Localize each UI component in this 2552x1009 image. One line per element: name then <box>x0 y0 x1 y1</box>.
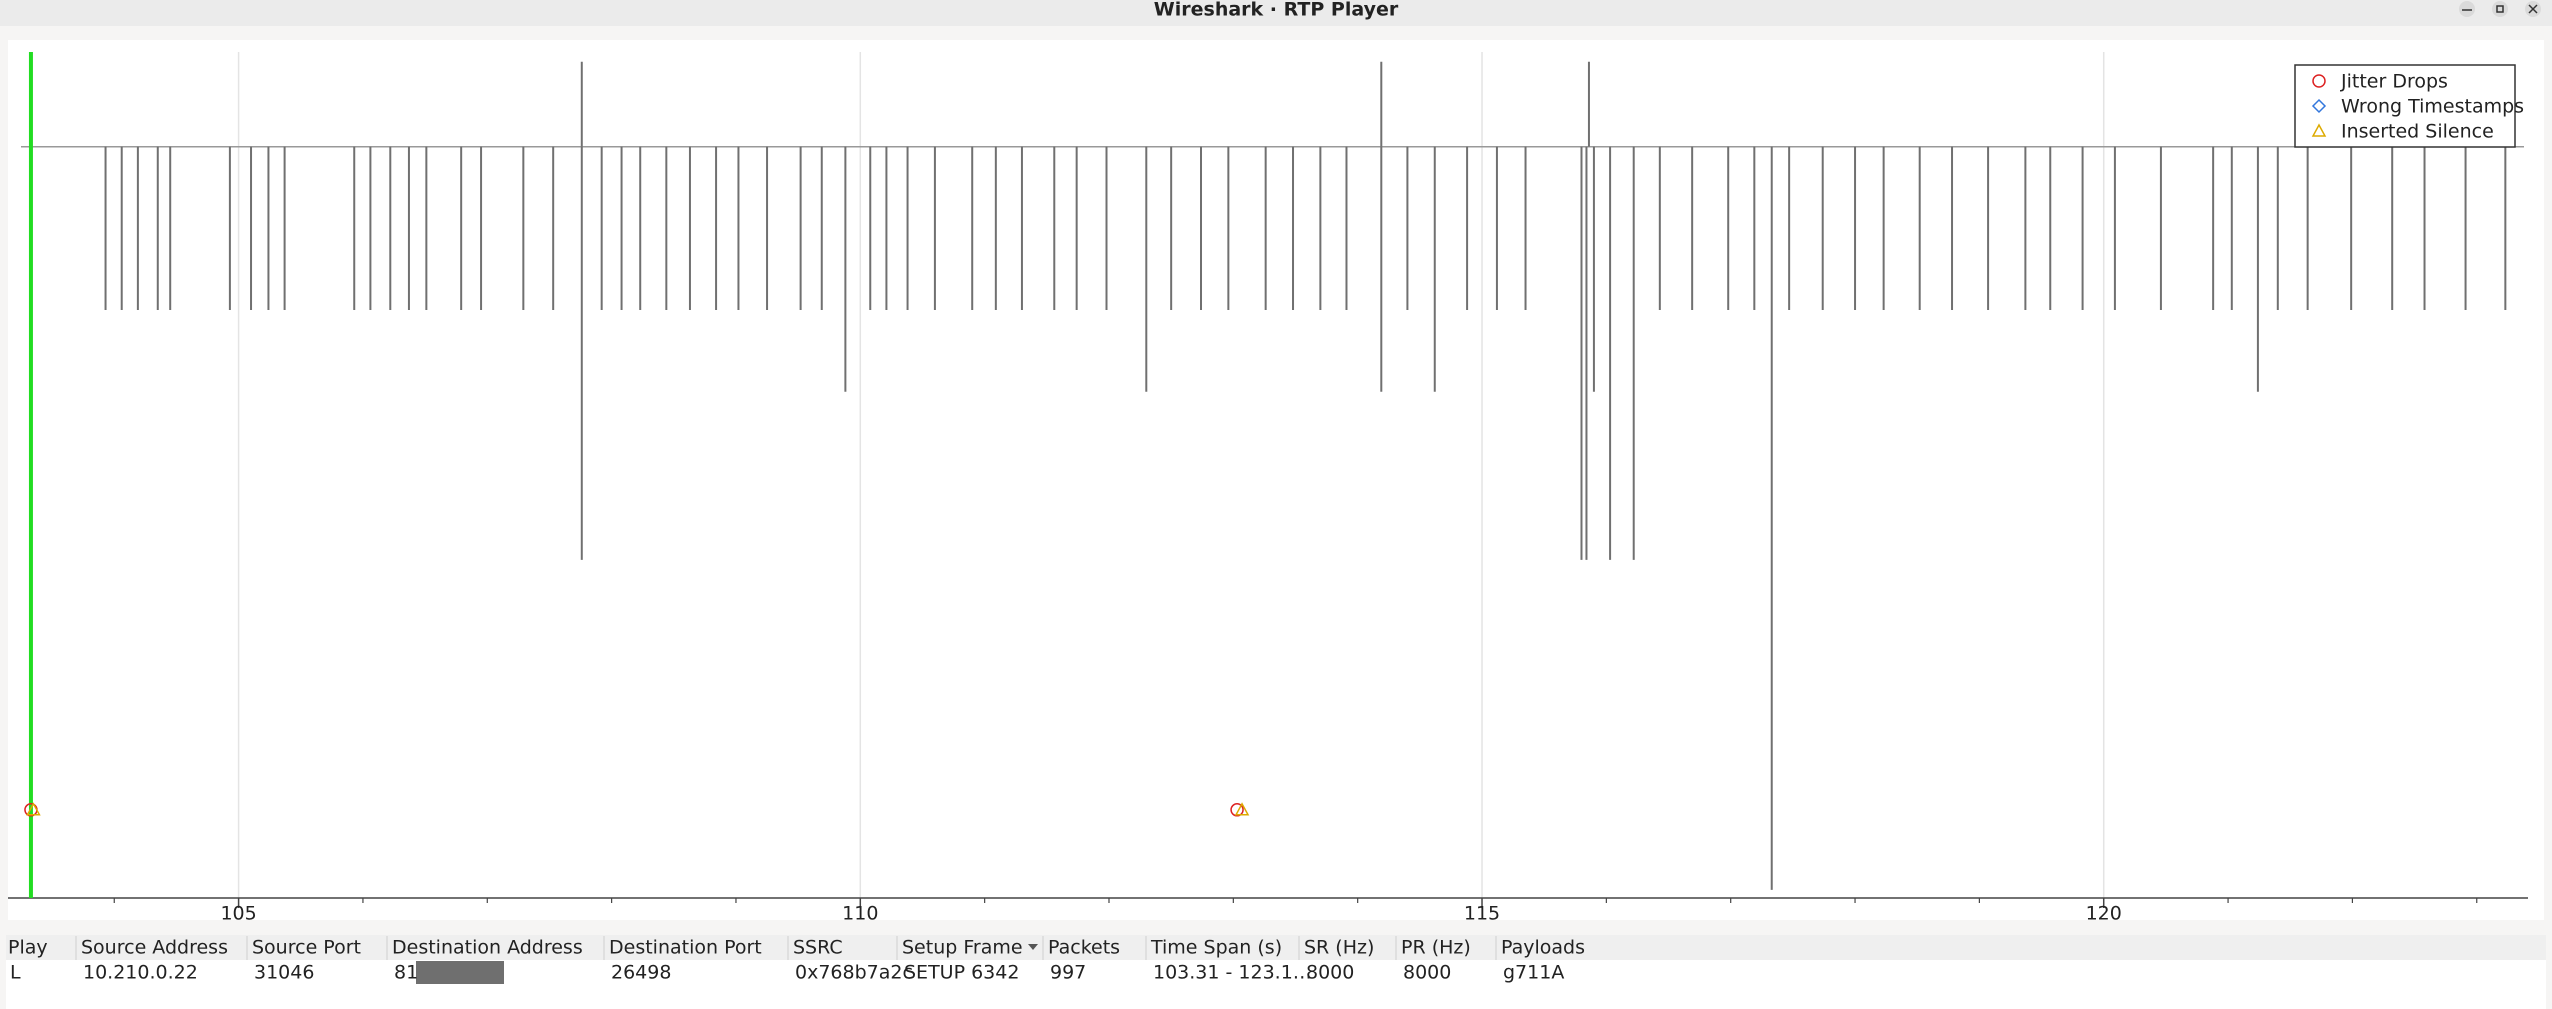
marker <box>1230 803 1244 817</box>
marker <box>26 802 41 816</box>
sort-indicator <box>1028 944 1038 950</box>
column-header[interactable]: Setup Frame <box>902 937 1023 959</box>
x-tick-label: 115 <box>1464 903 1500 925</box>
window-controls[interactable] <box>2459 1 2541 17</box>
column-header[interactable]: Packets <box>1048 937 1120 959</box>
table-cell: SETUP 6342 <box>904 962 1019 984</box>
column-header[interactable]: SR (Hz) <box>1304 937 1374 959</box>
column-header[interactable]: Payloads <box>1501 937 1585 959</box>
table-cell: 8000 <box>1306 962 1354 984</box>
table-cell: 81 <box>394 962 418 984</box>
column-header[interactable]: Destination Port <box>609 937 762 959</box>
table-cell: 103.31 - 123.1… <box>1153 962 1312 984</box>
table-cell: 8000 <box>1403 962 1451 984</box>
legend-label: Inserted Silence <box>2341 121 2494 143</box>
x-tick-label: 110 <box>842 903 878 925</box>
title-bar <box>0 0 2552 26</box>
table-cell: L <box>10 962 21 984</box>
minimize-button[interactable] <box>2459 1 2475 17</box>
maximize-button[interactable] <box>2492 1 2508 17</box>
legend-marker <box>2311 98 2327 114</box>
legend-marker <box>2312 74 2326 88</box>
table-cell: 10.210.0.22 <box>83 962 198 984</box>
legend <box>2294 64 2516 148</box>
legend-marker <box>2311 123 2327 137</box>
column-header[interactable]: Play <box>8 937 48 959</box>
x-tick-label: 120 <box>2086 903 2122 925</box>
window-title: Wireshark · RTP Player <box>1154 0 1399 21</box>
column-header[interactable]: SSRC <box>793 937 843 959</box>
legend-label: Wrong Timestamps <box>2341 96 2524 118</box>
column-header[interactable]: PR (Hz) <box>1401 937 1471 959</box>
column-header[interactable]: Source Port <box>252 937 361 959</box>
column-header[interactable]: Destination Address <box>392 937 583 959</box>
table-cell: 26498 <box>611 962 671 984</box>
table-cell: 0x768b7a2c <box>795 962 913 984</box>
table-header <box>6 935 2546 960</box>
table-cell: g711A <box>1503 962 1564 984</box>
control-icons <box>2462 4 2538 14</box>
marker <box>1234 802 1250 816</box>
column-header[interactable]: Source Address <box>81 937 228 959</box>
column-header[interactable]: Time Span (s) <box>1150 937 1282 959</box>
legend-label: Jitter Drops <box>2340 71 2448 93</box>
table-cell: 997 <box>1050 962 1086 984</box>
x-tick-label: 105 <box>220 903 256 925</box>
plot-background <box>8 40 2544 920</box>
redacted-box <box>416 961 504 984</box>
table-cell: 31046 <box>254 962 314 984</box>
